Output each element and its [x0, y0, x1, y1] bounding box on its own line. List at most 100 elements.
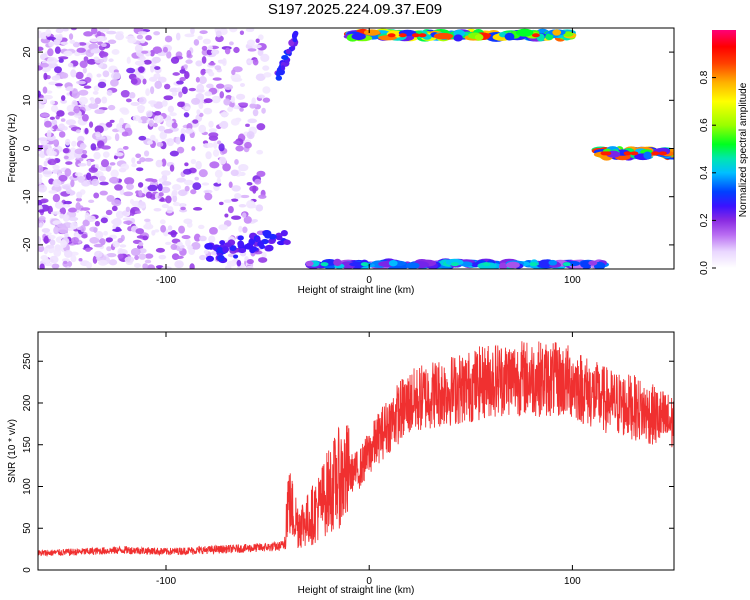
- noise-cell: [231, 215, 242, 220]
- noise-cell: [184, 162, 189, 167]
- noise-cell: [231, 77, 241, 82]
- band-cell: [498, 262, 508, 269]
- noise-cell: [257, 94, 265, 99]
- noise-cell: [40, 113, 50, 118]
- noise-cell: [219, 120, 229, 129]
- noise-cell: [150, 86, 155, 95]
- noise-cell: [245, 200, 256, 209]
- noise-cell: [88, 167, 98, 173]
- arc-cell: [280, 229, 288, 237]
- arc-cell: [280, 65, 285, 71]
- noise-cell: [214, 65, 222, 71]
- line-y-tick-label: 250: [22, 352, 33, 369]
- arc-cell: [285, 48, 292, 55]
- heatmap-y-label: Frequency (Hz): [7, 114, 18, 183]
- band-cell: [405, 262, 420, 269]
- band-cell: [305, 260, 314, 267]
- noise-cell: [132, 115, 141, 122]
- noise-cell: [101, 96, 108, 104]
- noise-cell: [90, 98, 95, 105]
- noise-cell: [218, 60, 226, 64]
- noise-cell: [161, 204, 169, 209]
- noise-cell: [38, 164, 44, 173]
- noise-cell: [206, 83, 214, 89]
- noise-cell: [161, 170, 171, 176]
- noise-cell: [145, 88, 150, 97]
- noise-cell: [174, 260, 184, 269]
- noise-cell: [209, 227, 218, 235]
- noise-cell: [64, 232, 69, 239]
- noise-cell: [176, 87, 182, 92]
- noise-cell: [195, 160, 202, 170]
- heatmap-y-tick-label: -10: [22, 189, 33, 204]
- noise-cell: [43, 246, 49, 255]
- noise-cell: [58, 58, 64, 63]
- noise-cell: [176, 146, 185, 154]
- noise-cell: [203, 107, 213, 115]
- noise-cell: [54, 74, 61, 79]
- noise-cell: [54, 201, 64, 209]
- band-cell: [351, 32, 366, 41]
- noise-cell: [88, 121, 94, 128]
- arc-cell: [268, 233, 277, 240]
- arc-cell: [237, 235, 244, 241]
- noise-cell: [129, 198, 135, 205]
- noise-cell: [143, 150, 150, 157]
- noise-cell: [261, 107, 266, 114]
- noise-cell: [206, 49, 213, 56]
- arc-cell: [216, 246, 224, 254]
- noise-cell: [90, 143, 97, 151]
- noise-cell: [144, 259, 152, 264]
- colorbar-tick-label: 0.4: [699, 165, 710, 179]
- noise-cell: [83, 85, 92, 89]
- noise-cell: [204, 192, 213, 201]
- arc-cell: [292, 37, 298, 43]
- noise-cell: [223, 84, 234, 91]
- noise-cell: [223, 98, 231, 106]
- noise-cell: [121, 131, 129, 137]
- noise-cell: [165, 195, 172, 204]
- noise-cell: [112, 217, 122, 227]
- noise-cell: [183, 64, 188, 69]
- noise-cell: [75, 202, 81, 211]
- noise-cell: [179, 69, 186, 74]
- noise-cell: [260, 53, 270, 62]
- noise-cell: [239, 107, 244, 112]
- noise-cell: [58, 123, 66, 131]
- noise-cell: [224, 47, 231, 55]
- band-hotspot: [418, 33, 427, 38]
- noise-cell: [159, 219, 166, 225]
- heatmap-y-tick-label: 20: [22, 46, 33, 58]
- noise-cell: [68, 33, 74, 40]
- noise-cell: [251, 219, 258, 223]
- noise-cell: [99, 28, 110, 33]
- noise-cell: [146, 140, 153, 145]
- noise-cell: [262, 86, 271, 94]
- noise-cell: [216, 83, 225, 89]
- noise-cell: [121, 210, 128, 216]
- noise-cell: [169, 164, 175, 172]
- band-hotspot: [387, 33, 396, 38]
- noise-cell: [198, 124, 207, 134]
- noise-cell: [191, 146, 196, 151]
- noise-cell: [245, 28, 255, 33]
- noise-cell: [223, 199, 232, 203]
- noise-cell: [256, 123, 266, 131]
- noise-cell: [105, 166, 112, 172]
- heatmap-background: [38, 28, 674, 269]
- noise-cell: [100, 217, 108, 224]
- noise-cell: [258, 194, 267, 199]
- arc-cell: [257, 241, 264, 247]
- noise-cell: [46, 129, 52, 139]
- noise-cell: [175, 136, 181, 145]
- noise-cell: [258, 257, 268, 263]
- arc-cell: [216, 254, 225, 262]
- noise-cell: [136, 167, 144, 172]
- noise-cell: [51, 169, 63, 174]
- noise-cell: [207, 45, 213, 51]
- colorbar-ticks: 0.0 0.2 0.4 0.6 0.8: [699, 70, 716, 275]
- noise-cell: [230, 169, 239, 177]
- noise-cell: [107, 39, 117, 45]
- noise-cell: [126, 67, 136, 74]
- noise-cell: [47, 234, 56, 240]
